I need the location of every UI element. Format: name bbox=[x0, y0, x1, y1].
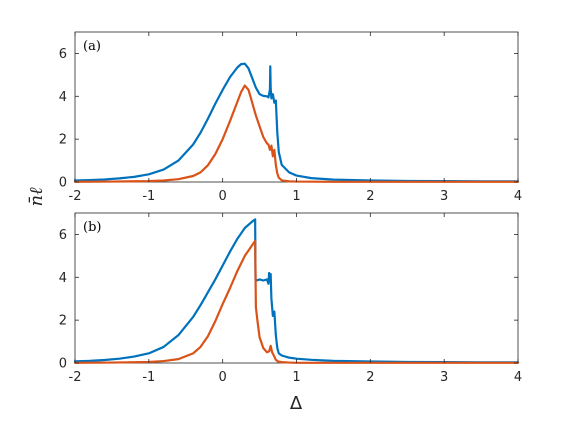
panel-b-ticks: -2 -1 0 1 2 3 4 0 2 4 6 bbox=[59, 213, 522, 385]
panel-a-x-tick-label: 4 bbox=[514, 189, 522, 204]
panel-b-label: (b) bbox=[83, 220, 101, 235]
panel-a-x-tick-label: 2 bbox=[366, 189, 374, 204]
panel-b-series bbox=[73, 218, 520, 364]
panel-b-series-2-line bbox=[73, 239, 520, 364]
panel-a-y-tick-label: 4 bbox=[59, 90, 67, 105]
panel-b-x-tick-label: -1 bbox=[142, 370, 155, 385]
panel-b-x-tick-label: 4 bbox=[514, 370, 522, 385]
panel-b-y-tick-label: 4 bbox=[59, 271, 67, 286]
panel-b-y-tick-label: 6 bbox=[59, 228, 67, 243]
panel-b-x-tick-label: 1 bbox=[292, 370, 300, 385]
panel-a-x-tick-label: 0 bbox=[219, 189, 227, 204]
panel-b-x-tick-label: 0 bbox=[219, 370, 227, 385]
panel-a-x-tick-label: 3 bbox=[440, 189, 448, 204]
panel-a-y-tick-label: 2 bbox=[59, 133, 67, 148]
panel-b: -2 -1 0 1 2 3 4 0 2 4 6 (b) bbox=[59, 212, 522, 385]
panel-a-x-tick-label: 1 bbox=[292, 189, 300, 204]
panel-a-series-2-line bbox=[73, 84, 520, 183]
panel-a-x-tick-label: -2 bbox=[69, 189, 82, 204]
panel-a-x-tick-label: -1 bbox=[142, 189, 155, 204]
panel-a-ticks: -2 -1 0 1 2 3 4 0 2 4 6 bbox=[59, 32, 522, 204]
panel-a-label: (a) bbox=[83, 39, 101, 54]
x-axis-label: Δ bbox=[290, 393, 303, 414]
y-axis-label: n̄ℓ bbox=[26, 187, 47, 207]
panel-b-series-1-line bbox=[73, 218, 520, 364]
panel-b-x-tick-label: 3 bbox=[440, 370, 448, 385]
panel-b-y-tick-label: 0 bbox=[59, 357, 67, 372]
panel-a-series bbox=[73, 62, 520, 183]
panel-a-series-1-line bbox=[73, 62, 520, 183]
panel-a-y-tick-label: 6 bbox=[59, 47, 67, 62]
panel-b-y-tick-label: 2 bbox=[59, 314, 67, 329]
panel-a: -2 -1 0 1 2 3 4 0 2 4 6 (a) bbox=[59, 31, 522, 204]
panel-a-y-tick-label: 0 bbox=[59, 176, 67, 191]
panel-b-x-tick-label: 2 bbox=[366, 370, 374, 385]
panel-b-x-tick-label: -2 bbox=[69, 370, 82, 385]
